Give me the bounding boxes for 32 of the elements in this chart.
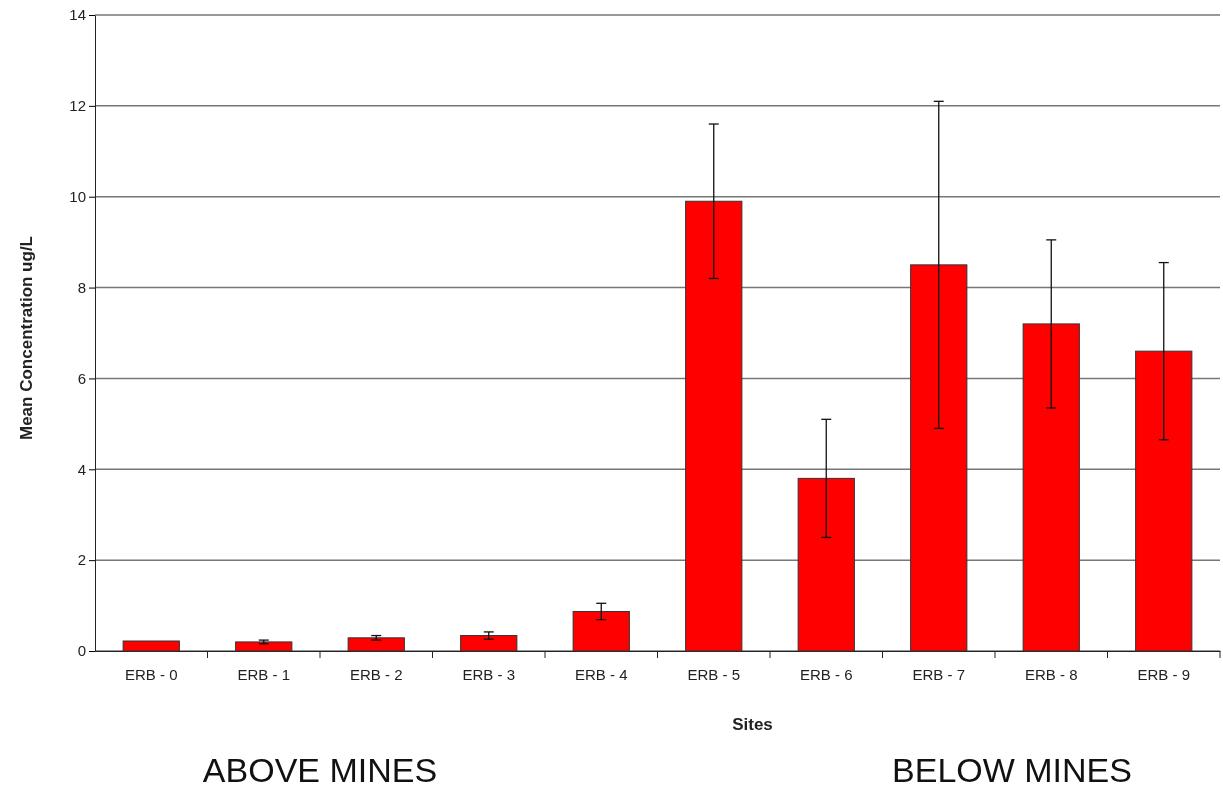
bar [1135,350,1193,652]
y-tick-label: 0 [77,642,86,660]
x-tick-label: ERB - 4 [574,665,628,683]
bar [460,635,518,652]
x-tick-label: ERB - 8 [1024,665,1078,683]
text: ABOVE MINES [202,751,438,788]
x-tick-label: ERB - 2 [349,665,403,683]
bar [797,477,855,652]
y-tick-label: 14 [69,6,86,24]
bar [347,637,405,652]
x-axis-title: Sites [732,715,773,734]
bar [685,200,743,652]
x-tick-label: ERB - 1 [237,665,291,683]
x-tick-label: ERB - 6 [799,665,853,683]
y-tick-label: 2 [77,551,86,569]
bar [1022,323,1080,652]
bar [910,264,968,652]
bar [572,610,630,652]
y-tick-label: 8 [77,278,86,296]
y-tick-label: 6 [77,369,86,387]
x-tick-label: ERB - 9 [1137,665,1191,683]
text: BELOW MINES [892,751,1132,788]
x-tick-label: ERB - 0 [124,665,178,683]
bar [122,640,180,652]
x-tick-label: ERB - 3 [462,665,516,683]
x-tick-label: ERB - 5 [687,665,741,683]
y-tick-label: 4 [77,460,86,478]
y-axis-title: Mean Concentration ug/L [17,236,36,440]
y-tick-label: 12 [69,97,86,115]
x-tick-label: ERB - 7 [912,665,966,683]
y-tick-label: 10 [69,188,86,206]
bar [235,641,293,652]
